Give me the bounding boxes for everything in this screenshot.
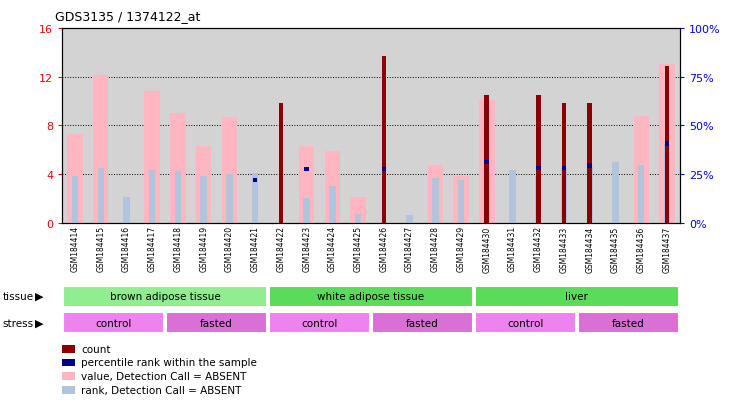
Text: fasted: fasted <box>200 318 233 328</box>
Bar <box>475 286 678 307</box>
Bar <box>279 104 283 223</box>
Bar <box>372 313 473 334</box>
Text: control: control <box>507 318 544 328</box>
Bar <box>406 216 413 223</box>
Bar <box>97 169 104 223</box>
Bar <box>226 174 232 223</box>
Bar <box>175 172 181 223</box>
Bar <box>145 92 160 223</box>
Bar <box>613 162 618 223</box>
Bar <box>221 117 237 223</box>
Bar <box>149 171 156 223</box>
Text: brown adipose tissue: brown adipose tissue <box>110 291 221 301</box>
Bar <box>124 197 129 223</box>
Bar <box>453 177 469 223</box>
Text: stress: stress <box>2 318 34 328</box>
Bar <box>299 147 314 223</box>
Bar <box>382 168 386 172</box>
Bar <box>329 187 336 223</box>
Bar <box>664 142 670 146</box>
Text: count: count <box>81 344 110 354</box>
Text: control: control <box>301 318 338 328</box>
Bar <box>634 116 649 223</box>
Bar <box>432 178 439 223</box>
Text: percentile rank within the sample: percentile rank within the sample <box>81 358 257 368</box>
Text: tissue: tissue <box>2 291 34 301</box>
Bar <box>586 167 593 223</box>
Bar <box>303 199 310 223</box>
Bar <box>428 166 443 223</box>
Bar <box>72 177 78 223</box>
Bar <box>536 96 541 223</box>
Bar <box>561 104 567 223</box>
Bar <box>350 197 366 223</box>
Bar <box>67 135 83 223</box>
Text: value, Detection Call = ABSENT: value, Detection Call = ABSENT <box>81 371 246 381</box>
Bar <box>535 177 542 223</box>
Bar <box>536 166 541 171</box>
Bar <box>382 57 386 223</box>
Bar <box>475 313 575 334</box>
Bar <box>561 166 567 171</box>
Bar <box>269 286 473 307</box>
Bar <box>664 144 670 223</box>
Text: liver: liver <box>566 291 588 301</box>
Bar <box>170 114 186 223</box>
Bar <box>253 178 257 183</box>
Bar <box>93 76 108 223</box>
Text: white adipose tissue: white adipose tissue <box>317 291 425 301</box>
Bar <box>269 313 370 334</box>
Bar <box>458 180 464 223</box>
Bar <box>479 100 494 223</box>
Text: fasted: fasted <box>612 318 645 328</box>
Text: GDS3135 / 1374122_at: GDS3135 / 1374122_at <box>55 10 200 23</box>
Bar <box>64 313 164 334</box>
Bar <box>561 169 567 223</box>
Bar <box>659 65 675 223</box>
Bar <box>64 286 267 307</box>
Bar <box>485 96 489 223</box>
Bar <box>588 164 592 168</box>
Bar <box>252 173 258 223</box>
Text: fasted: fasted <box>406 318 439 328</box>
Text: rank, Detection Call = ABSENT: rank, Detection Call = ABSENT <box>81 385 241 395</box>
Bar <box>485 160 489 164</box>
Bar <box>510 171 516 223</box>
Bar <box>167 313 267 334</box>
Bar <box>196 147 211 223</box>
Text: ▶: ▶ <box>35 318 44 328</box>
Bar <box>578 313 678 334</box>
Bar <box>588 104 592 223</box>
Bar <box>200 177 207 223</box>
Bar <box>484 162 490 223</box>
Bar <box>355 214 361 223</box>
Text: control: control <box>96 318 132 328</box>
Bar <box>664 66 670 223</box>
Bar <box>638 166 645 223</box>
Bar <box>304 168 309 172</box>
Text: ▶: ▶ <box>35 291 44 301</box>
Bar <box>325 152 340 223</box>
